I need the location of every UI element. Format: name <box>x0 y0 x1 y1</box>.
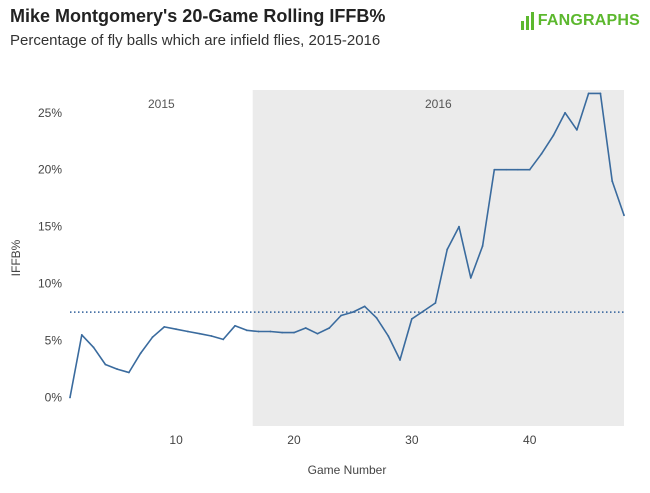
data-point <box>245 329 248 332</box>
data-point <box>257 330 260 333</box>
data-point <box>375 316 378 319</box>
data-point <box>222 338 225 341</box>
data-point <box>363 305 366 308</box>
y-tick-label: 10% <box>38 277 62 291</box>
chart-title: Mike Montgomery's 20-Game Rolling IFFB% <box>10 6 386 26</box>
x-tick-label: 40 <box>523 433 537 447</box>
y-tick-label: 20% <box>38 163 62 177</box>
x-tick-label: 20 <box>287 433 301 447</box>
data-point <box>316 332 319 335</box>
y-tick-label: 25% <box>38 106 62 120</box>
x-tick-label: 10 <box>169 433 183 447</box>
data-point <box>517 168 519 171</box>
data-point <box>328 327 331 329</box>
data-point <box>410 318 413 320</box>
data-point <box>293 331 295 334</box>
chart-subtitle: Percentage of fly balls which are infiel… <box>10 32 381 49</box>
data-point <box>186 330 189 333</box>
data-point <box>422 310 425 312</box>
data-point <box>387 335 390 337</box>
data-point <box>458 225 460 228</box>
y-tick-label: 5% <box>45 334 63 348</box>
data-point <box>104 363 107 366</box>
data-point <box>128 371 130 374</box>
season-label-2015: 2015 <box>148 97 175 111</box>
data-point <box>351 311 354 314</box>
rolling-iffb-line <box>69 92 625 398</box>
data-point <box>399 359 401 361</box>
data-point <box>340 314 343 317</box>
data-point <box>69 396 71 399</box>
data-point <box>234 324 236 327</box>
x-axis-label: Game Number <box>308 463 387 477</box>
fangraphs-logo-text: FANGRAPHS <box>537 12 640 29</box>
data-point <box>210 335 213 337</box>
fangraphs-logo-icon <box>520 12 534 30</box>
data-point <box>505 168 508 171</box>
data-point <box>281 331 284 334</box>
x-tick-label: 30 <box>405 433 419 447</box>
data-point <box>304 327 307 329</box>
data-point <box>446 248 449 251</box>
season-label-2016: 2016 <box>425 97 452 111</box>
data-point <box>116 368 119 370</box>
data-point <box>269 330 272 333</box>
data-point <box>599 92 602 95</box>
data-point <box>481 245 484 247</box>
data-point <box>198 332 201 335</box>
y-tick-label: 0% <box>45 391 63 405</box>
data-point <box>80 333 83 336</box>
data-point <box>528 168 531 171</box>
data-point <box>163 326 166 328</box>
data-point <box>92 346 95 349</box>
data-point <box>575 128 578 131</box>
data-point <box>552 134 555 137</box>
data-point <box>540 152 543 155</box>
data-point <box>151 336 154 339</box>
data-point <box>587 92 590 95</box>
data-point <box>623 214 625 217</box>
data-point <box>434 302 437 304</box>
y-tick-label: 15% <box>38 220 62 234</box>
data-point <box>139 352 142 355</box>
data-point <box>469 277 472 279</box>
data-point <box>493 168 496 171</box>
data-point <box>564 111 566 114</box>
fangraphs-logo: FANGRAPHS <box>520 12 640 30</box>
y-axis-label: IFFB% <box>9 239 23 276</box>
data-point <box>611 180 614 183</box>
data-point <box>175 328 177 331</box>
season-band-2016 <box>252 90 624 426</box>
